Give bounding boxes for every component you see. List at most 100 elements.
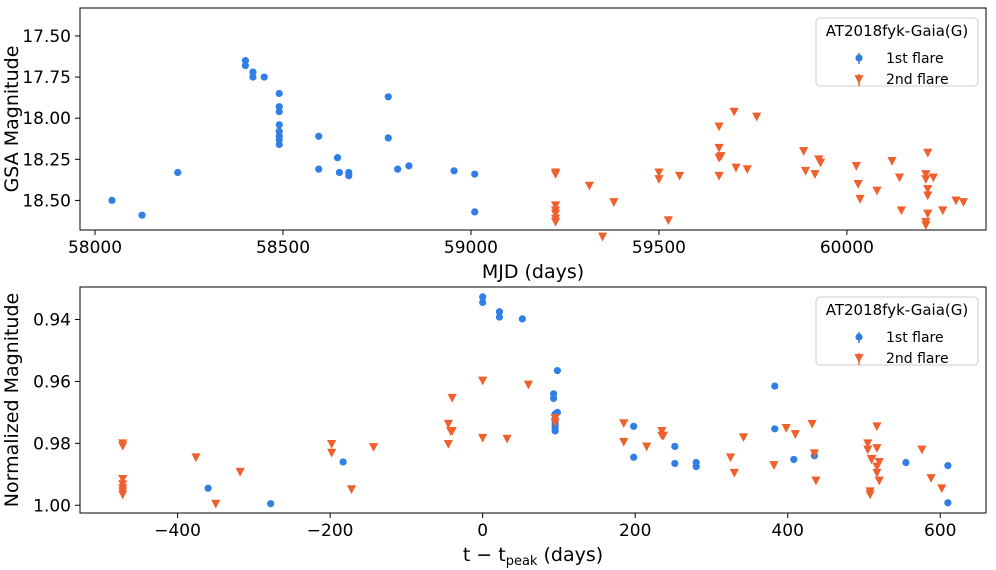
x-tick-label: 59000 [444,238,498,258]
x-tick-label: 0 [477,521,488,541]
data-point [807,419,817,429]
data-point [675,171,685,181]
data-point [550,201,561,211]
data-point [405,162,413,170]
data-point [118,490,128,500]
x-axis-label: MJD (days) [482,261,584,283]
data-point [671,442,679,451]
data-point [241,61,250,70]
data-point [902,458,910,467]
data-point [865,490,875,500]
data-point [752,112,762,122]
data-point [597,232,608,242]
legend-label-second-flare: 2nd flare [886,351,949,367]
legend: AT2018fyk-Gaia(G) 1st flare 2nd flare [815,17,979,88]
data-point [921,175,931,184]
data-point [923,191,933,201]
data-point [619,419,629,429]
legend: AT2018fyk-Gaia(G) 1st flare 2nd flare [815,296,979,367]
data-point [725,453,736,463]
data-point [657,427,667,436]
panel-top: 58000 58500 59000 59500 60000 17.50 17.75 18.00… [1,7,987,283]
data-point [771,425,779,433]
data-point [204,484,212,492]
legend-title: AT2018fyk-Gaia(G) [826,301,968,319]
data-point [275,108,283,116]
data-point [799,147,809,156]
data-point [800,166,811,176]
data-point [863,445,873,455]
data-point [921,221,931,230]
legend-title: AT2018fyk-Gaia(G) [826,22,968,40]
data-point [937,484,947,494]
data-point [815,158,826,168]
data-point [926,474,936,483]
data-point [714,122,724,132]
data-point [346,485,357,494]
data-point [851,161,861,171]
x-tick-label: 58000 [68,238,122,258]
panel-bottom: −400 −200 0 200 400 600 0.94 0.96 0.98 1.00 t − tp… [1,286,987,569]
x-axis-label: t − tpeak (days) [463,544,603,569]
series-second-flare [118,376,947,509]
data-point [714,143,724,153]
data-point [872,444,882,453]
data-point [315,132,323,140]
y-tick-label: 18.25 [22,150,71,170]
legend-marker-second-flare [854,354,864,363]
data-point [108,196,116,204]
data-point [267,500,275,508]
y-tick-label: 17.50 [22,27,71,47]
data-point [810,170,820,179]
data-point [384,93,392,101]
axes-frame [79,286,987,514]
data-point [619,437,629,447]
data-point [874,476,884,486]
data-point [495,313,504,321]
data-point [315,165,323,173]
data-point [339,458,347,466]
data-point [550,170,561,179]
legend-frame [815,17,979,87]
data-point [447,427,457,436]
data-point [478,376,488,386]
data-point [384,134,392,142]
data-point [275,127,283,135]
legend-marker-first-flare [855,333,863,341]
data-point [921,170,931,179]
x-tick-label: 200 [619,521,651,541]
data-point [550,217,561,227]
data-point [471,208,479,216]
y-tick-label: 0.96 [33,372,71,392]
data-point [790,455,798,464]
y-axis-label: Normalized Magnitude [1,293,23,507]
legend-label-first-flare: 1st flare [886,330,944,346]
data-point [654,175,664,184]
data-point [235,467,245,477]
data-point [275,135,283,144]
x-tick-label: 400 [771,521,803,541]
data-point [923,184,933,194]
data-point [863,439,873,449]
data-point [550,418,560,428]
data-point [249,68,257,76]
data-point [502,434,512,444]
data-point [369,443,379,452]
y-axis-label: GSA Magnitude [1,46,23,193]
data-point [742,165,752,174]
data-point [944,462,952,470]
y-tick-label: 0.98 [33,434,71,454]
data-point [241,57,250,65]
y-tick-label: 18.50 [22,191,71,211]
x-tick-label: 58500 [256,238,310,258]
data-point [874,458,884,467]
data-point [923,148,933,158]
data-point [928,173,938,183]
x-tick-label: −400 [154,521,201,541]
data-point [896,206,907,216]
data-point [174,168,182,177]
data-point [731,163,741,173]
data-point [447,393,457,403]
x-tick-label: −200 [307,521,354,541]
